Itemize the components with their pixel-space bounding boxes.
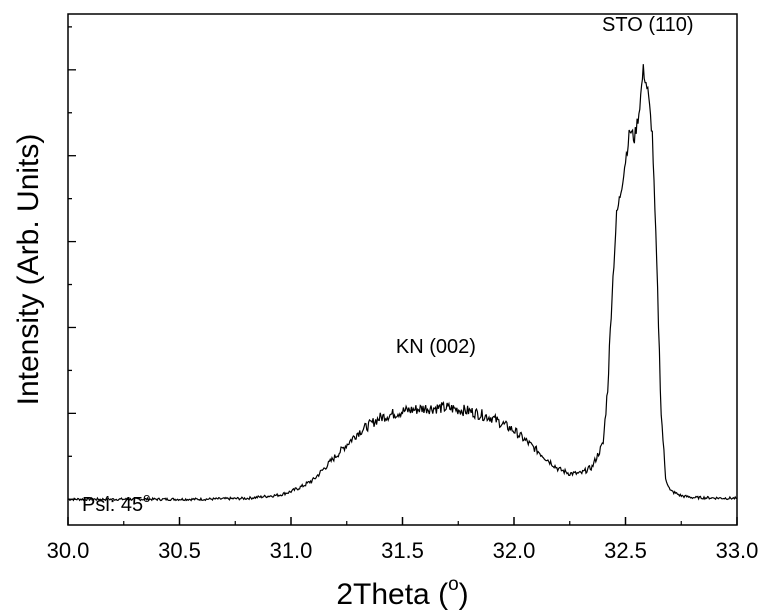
- annotations: KN (002) STO (110): [396, 14, 694, 358]
- x-tick-label-4: 32.0: [493, 538, 536, 563]
- series-line: [67, 64, 737, 502]
- y-axis-title: Intensity (Arb. Units): [12, 134, 45, 406]
- x-axis-tick-labels: 30.0 30.5 31.0 31.5 32.0 32.5 33.0: [47, 538, 759, 563]
- x-tick-label-3: 31.5: [381, 538, 424, 563]
- annotation-1: STO (110): [602, 14, 694, 36]
- x-axis-ticks: [67, 517, 738, 525]
- annotation-0: KN (002): [396, 336, 476, 358]
- x-tick-label-5: 32.5: [604, 538, 647, 563]
- x-tick-label-6: 33.0: [716, 538, 759, 563]
- x-tick-label-2: 31.0: [270, 538, 313, 563]
- x-tick-label-1: 30.5: [158, 538, 201, 563]
- y-axis-ticks: [68, 26, 76, 500]
- x-axis-title: 2Theta (o): [336, 574, 468, 611]
- psi-label: Psi: 45o: [82, 490, 150, 516]
- plot-frame: [67, 13, 738, 526]
- x-tick-label-0: 30.0: [47, 538, 90, 563]
